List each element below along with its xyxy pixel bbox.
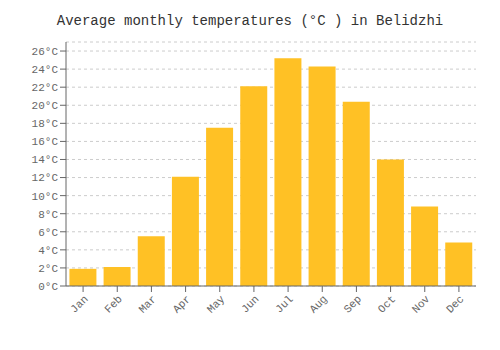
svg-text:Sep: Sep <box>342 293 364 315</box>
svg-text:12°C: 12°C <box>32 172 59 184</box>
svg-text:0°C: 0°C <box>38 281 58 293</box>
svg-text:Aug: Aug <box>307 293 329 315</box>
svg-text:18°C: 18°C <box>32 118 59 130</box>
svg-text:16°C: 16°C <box>32 136 59 148</box>
svg-text:4°C: 4°C <box>38 245 58 257</box>
svg-text:Jul: Jul <box>273 293 295 315</box>
svg-text:26°C: 26°C <box>32 46 59 58</box>
svg-text:May: May <box>205 293 228 316</box>
svg-text:20°C: 20°C <box>32 100 59 112</box>
svg-text:8°C: 8°C <box>38 209 58 221</box>
svg-text:Mar: Mar <box>137 293 159 315</box>
svg-text:Apr: Apr <box>171 293 193 315</box>
svg-text:Oct: Oct <box>376 293 398 315</box>
svg-text:Dec: Dec <box>444 293 466 315</box>
svg-text:Jan: Jan <box>68 293 90 315</box>
svg-text:10°C: 10°C <box>32 191 59 203</box>
svg-text:Feb: Feb <box>102 293 124 315</box>
svg-text:6°C: 6°C <box>38 227 58 239</box>
html-text:Average monthly temperatures (: Average monthly temperatures (°C ) in Be… <box>56 13 444 29</box>
svg-text:22°C: 22°C <box>32 82 59 94</box>
svg-text:14°C: 14°C <box>32 154 59 166</box>
svg-text:24°C: 24°C <box>32 64 59 76</box>
svg-text:Jun: Jun <box>239 293 261 315</box>
svg-text:2°C: 2°C <box>38 263 58 275</box>
svg-text:Nov: Nov <box>410 293 433 316</box>
